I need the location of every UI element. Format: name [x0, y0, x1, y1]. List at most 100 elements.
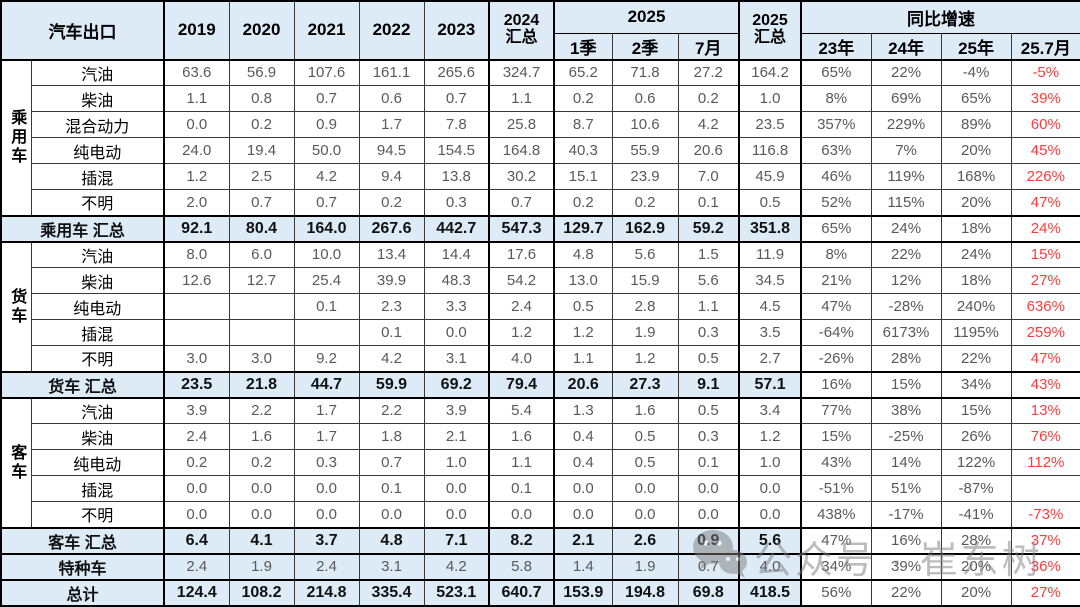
- data-cell: 8.7: [553, 111, 613, 138]
- data-cell: 7.8: [423, 111, 490, 138]
- data-cell: 38%: [870, 397, 942, 424]
- data-cell: 0.0: [423, 319, 490, 346]
- data-cell: 0.0: [611, 475, 679, 502]
- row-label: 特种车: [0, 553, 165, 580]
- data-cell: 1.6: [488, 423, 555, 450]
- table-row: 柴油 1.1 0.8 0.7 0.6 0.7 1.1 0.2 0.6 0.2 1.0 8% 69% 65%…: [1, 85, 1080, 112]
- data-cell: [163, 293, 230, 320]
- data-cell: 2.4: [293, 553, 360, 580]
- data-cell: -17%: [870, 501, 942, 528]
- data-cell: 0.1: [293, 293, 360, 320]
- data-cell: 0.6: [358, 85, 425, 112]
- data-cell: 69%: [870, 85, 942, 112]
- data-cell: 46%: [800, 163, 872, 190]
- data-cell: 77%: [800, 397, 872, 424]
- summary-row: 乘用车 汇总 92.1 80.4 164.0 267.6 442.7 547.3 129.7 1…: [0, 214, 1080, 243]
- data-cell: 0.7: [488, 189, 555, 216]
- data-cell: 0.3: [677, 423, 740, 450]
- data-cell: 2.4: [488, 293, 555, 320]
- row-label: 不明: [30, 189, 165, 216]
- data-cell: 5.8: [488, 553, 555, 580]
- data-cell: 112%: [1010, 449, 1080, 476]
- data-cell: 636%: [1010, 293, 1080, 320]
- data-cell: 54.2: [488, 267, 555, 294]
- data-cell: [163, 319, 230, 346]
- row-label: 插混: [30, 163, 165, 190]
- data-cell: 4.2: [677, 111, 740, 138]
- group-label: 客车: [0, 397, 32, 528]
- data-cell: 24%: [1010, 214, 1080, 243]
- data-cell: 12%: [870, 267, 942, 294]
- data-cell: 89%: [940, 111, 1012, 138]
- data-cell: 63%: [800, 137, 872, 164]
- data-cell: 267.6: [358, 214, 425, 243]
- data-cell: 0.9: [677, 526, 740, 555]
- data-cell: 438%: [800, 501, 872, 528]
- data-cell: 21%: [800, 267, 872, 294]
- data-cell: -28%: [870, 293, 942, 320]
- row-label: 纯电动: [30, 293, 165, 320]
- data-cell: 0.7: [423, 85, 490, 112]
- data-cell: 351.8: [738, 214, 802, 243]
- data-cell: 1195%: [940, 319, 1012, 346]
- data-cell: 2.4: [163, 553, 230, 580]
- table-row: 纯电动 0.1 2.3 3.3 2.4 0.5 2.8 1.1 4.5 47% -28% 240% 63…: [1, 293, 1080, 320]
- data-cell: 48.3: [423, 267, 490, 294]
- row-label: 不明: [30, 501, 165, 528]
- data-cell: 13.0: [553, 267, 613, 294]
- year-header: 2019: [163, 0, 230, 61]
- data-cell: 1.6: [611, 397, 679, 424]
- data-cell: 15.9: [611, 267, 679, 294]
- data-cell: 39.9: [358, 267, 425, 294]
- data-cell: 65%: [800, 214, 872, 243]
- data-cell: 0.2: [228, 449, 295, 476]
- data-cell: 1.7: [293, 397, 360, 424]
- data-cell: 1.9: [611, 319, 679, 346]
- data-cell: 44.7: [293, 370, 360, 399]
- data-cell: 34%: [800, 553, 872, 580]
- table-row: 插混 0.0 0.0 0.0 0.1 0.0 0.1 0.0 0.0 0.0 0.0 -51% 51% -…: [1, 475, 1080, 502]
- data-cell: 0.0: [553, 475, 613, 502]
- data-cell: 22%: [870, 578, 942, 607]
- data-cell: 10.0: [293, 241, 360, 268]
- data-cell: 0.5: [677, 397, 740, 424]
- data-cell: 13.4: [358, 241, 425, 268]
- data-cell: 153.9: [553, 578, 613, 607]
- data-cell: 65%: [800, 59, 872, 86]
- data-cell: 1.2: [553, 319, 613, 346]
- data-cell: 2.4: [163, 423, 230, 450]
- data-cell: 0.7: [293, 189, 360, 216]
- data-cell: 43%: [1010, 370, 1080, 399]
- data-cell: 115%: [870, 189, 942, 216]
- data-cell: 4.0: [488, 345, 555, 372]
- data-cell: 20%: [940, 578, 1012, 607]
- data-cell: 69.2: [423, 370, 490, 399]
- data-cell: 3.0: [228, 345, 295, 372]
- data-cell: 108.2: [228, 578, 295, 607]
- data-cell: 4.0: [738, 553, 802, 580]
- data-cell: 69.8: [677, 578, 740, 607]
- data-cell: -25%: [870, 423, 942, 450]
- growth-sub-header: 24年: [870, 32, 942, 61]
- data-cell: 8%: [800, 241, 872, 268]
- data-cell: 0.0: [611, 501, 679, 528]
- data-cell: 168%: [940, 163, 1012, 190]
- data-cell: 6173%: [870, 319, 942, 346]
- data-cell: 3.7: [293, 526, 360, 555]
- data-cell: 80.4: [228, 214, 295, 243]
- data-cell: 94.5: [358, 137, 425, 164]
- data-cell: 52%: [800, 189, 872, 216]
- data-cell: 0.0: [163, 501, 230, 528]
- table-body: 乘用车 汽油 63.6 56.9 107.6 161.1 265.6 324.7 65.2 71.…: [0, 59, 1080, 607]
- data-cell: 47%: [1010, 345, 1080, 372]
- data-cell: 0.4: [553, 449, 613, 476]
- data-cell: 3.0: [163, 345, 230, 372]
- data-cell: 0.0: [228, 475, 295, 502]
- table-row: 柴油 2.4 1.6 1.7 1.8 2.1 1.6 0.4 0.5 0.3 1.2 15% -25% 2…: [1, 423, 1080, 450]
- row-label: 混合动力: [30, 111, 165, 138]
- data-cell: 0.0: [358, 501, 425, 528]
- data-cell: 22%: [940, 345, 1012, 372]
- data-cell: 226%: [1010, 163, 1080, 190]
- data-cell: 8.0: [163, 241, 230, 268]
- data-cell: 1.1: [163, 85, 230, 112]
